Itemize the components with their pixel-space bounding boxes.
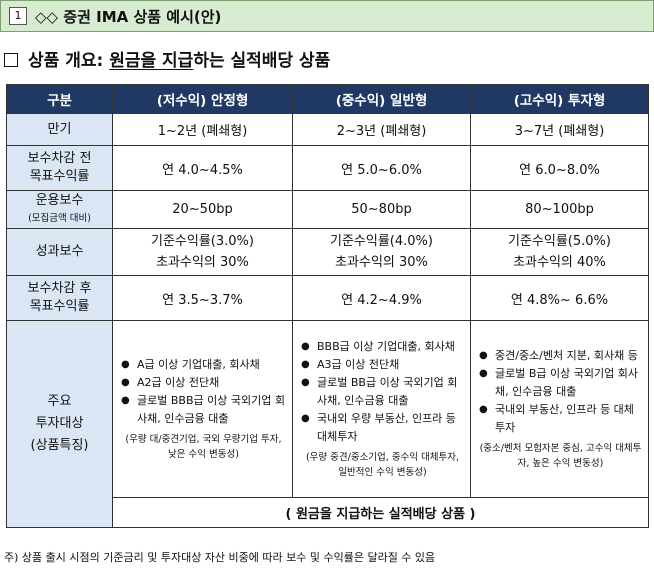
cell-line: 기준수익률(4.0%) (330, 234, 433, 249)
table-cell: 연 4.0~4.5% (112, 145, 293, 191)
table-cell: 연 3.5~3.7% (112, 275, 293, 321)
list-item: A급 이상 기업대출, 회사채 (121, 356, 286, 374)
row-label-investment-targets: 주요 투자대상 (상품특징) (6, 320, 113, 528)
table-row: 주요 투자대상 (상품특징) A급 이상 기업대출, 회사채 A2급 이상 전단… (6, 320, 649, 528)
table-row: 보수차감 전 목표수익률 연 4.0~4.5% 연 5.0~6.0% 연 6.0… (6, 145, 649, 191)
summary-row: ( 원금을 지급하는 실적배당 상품 ) (7, 497, 649, 528)
title-bar: 1 ◇◇ 증권 IMA 상품 예시(안) (0, 0, 654, 32)
header-category: 구분 (6, 84, 113, 114)
header-stable: (저수익) 안정형 (112, 84, 293, 114)
row-label-line: 투자대상 (35, 416, 84, 431)
investment-list-stable: A급 이상 기업대출, 회사채 A2급 이상 전단채 글로벌 BBB급 이상 국… (112, 320, 293, 498)
section-number: 1 (9, 7, 27, 25)
list-item: A2급 이상 전단채 (121, 374, 286, 392)
row-label-line: 보수차감 전 (27, 151, 92, 166)
list-item: 국내외 우량 부동산, 인프라 등 대체투자 (301, 410, 464, 446)
list-item: 글로벌 BB급 이상 국외기업 회사채, 인수금융 대출 (301, 374, 464, 410)
list-item: 글로벌 BBB급 이상 국외기업 회사채, 인수금융 대출 (121, 392, 286, 428)
investment-note: (우량 중견/중소기업, 중수익 대체투자, 일반적인 수익 변동성) (305, 452, 460, 478)
table-cell: 연 4.8%~ 6.6% (470, 275, 649, 321)
table-row: 운용보수 (모집금액 대비) 20~50bp 50~80bp 80~100bp (6, 190, 649, 229)
summary-bold: 실적배당 (388, 507, 437, 522)
header-general: (중수익) 일반형 (292, 84, 471, 114)
row-label-line: 보수차감 후 (27, 281, 92, 296)
row-label-line: 운용보수 (35, 192, 84, 208)
header-investment: (고수익) 투자형 (470, 84, 649, 114)
cell-line: 초과수익의 30% (156, 255, 249, 270)
summary-cell: ( 원금을 지급하는 실적배당 상품 ) (112, 497, 649, 528)
product-table: 구분 (저수익) 안정형 (중수익) 일반형 (고수익) 투자형 만기 1~2년… (6, 84, 649, 528)
cell-line: 기준수익률(3.0%) (151, 234, 254, 249)
table-cell: 1~2년 (폐쇄형) (112, 113, 293, 146)
table-row: 보수차감 후 목표수익률 연 3.5~3.7% 연 4.2~4.9% 연 4.8… (6, 275, 649, 321)
list-item: 중견/중소/벤처 지분, 회사채 등 (479, 347, 642, 365)
heading-emphasis: 원금을 지급 (109, 51, 194, 71)
table-cell: 기준수익률(4.0%) 초과수익의 30% (292, 228, 471, 276)
footnote: 주) 상품 출시 시점의 기준금리 및 투자대상 자산 비중에 따라 보수 및 … (4, 551, 436, 564)
table-row: 성과보수 기준수익률(3.0%) 초과수익의 30% 기준수익률(4.0%) 초… (6, 228, 649, 276)
row-label-target-post: 보수차감 후 목표수익률 (6, 275, 113, 321)
list-item: 글로벌 B급 이상 국외기업 회사채, 인수금융 대출 (479, 365, 642, 401)
row-label-maturity: 만기 (6, 113, 113, 146)
heading-suffix: 하는 실적배당 상품 (193, 51, 331, 71)
row-label-fee: 운용보수 (모집금액 대비) (6, 190, 113, 229)
investment-note: (우량 대/중견기업, 국외 우량기업 투자, 낮은 수익 변동성) (125, 434, 282, 460)
table-cell: 50~80bp (292, 190, 471, 229)
row-label-line: 주요 (47, 394, 72, 409)
table-cell: 연 6.0~8.0% (470, 145, 649, 191)
table-cell: 연 4.2~4.9% (292, 275, 471, 321)
list-item: A3급 이상 전단채 (301, 356, 464, 374)
table-row: 만기 1~2년 (폐쇄형) 2~3년 (폐쇄형) 3~7년 (폐쇄형) (6, 113, 649, 146)
investment-list-general: BBB급 이상 기업대출, 회사채 A3급 이상 전단채 글로벌 BB급 이상 … (292, 320, 471, 498)
heading-prefix: 상품 개요: (28, 51, 110, 71)
list-item: BBB급 이상 기업대출, 회사채 (301, 338, 464, 356)
document-title: ◇◇ 증권 IMA 상품 예시(안) (35, 7, 222, 26)
table-cell: 3~7년 (폐쇄형) (470, 113, 649, 146)
cell-line: 초과수익의 30% (335, 255, 428, 270)
table-cell: 2~3년 (폐쇄형) (292, 113, 471, 146)
investment-list-investment: 중견/중소/벤처 지분, 회사채 등 글로벌 B급 이상 국외기업 회사채, 인… (470, 320, 649, 498)
table-cell: 기준수익률(3.0%) 초과수익의 30% (112, 228, 293, 276)
row-label-note: (모집금액 대비) (28, 212, 91, 224)
summary-open: ( (285, 507, 296, 522)
cell-line: 초과수익의 40% (513, 255, 606, 270)
list-item: 국내외 부동산, 인프라 등 대체투자 (479, 401, 642, 437)
summary-plain: 원금을 지급하는 (295, 507, 389, 522)
table-cell: 연 5.0~6.0% (292, 145, 471, 191)
table-cell: 80~100bp (470, 190, 649, 229)
table-cell: 기준수익률(5.0%) 초과수익의 40% (470, 228, 649, 276)
table-cell: 20~50bp (112, 190, 293, 229)
cell-line: 기준수익률(5.0%) (508, 234, 611, 249)
checkbox-square-icon (4, 53, 18, 67)
row-label-target-pre: 보수차감 전 목표수익률 (6, 145, 113, 191)
table-header-row: 구분 (저수익) 안정형 (중수익) 일반형 (고수익) 투자형 (6, 84, 649, 114)
row-label-line: 목표수익률 (29, 169, 90, 184)
investment-note: (중소/벤처 모험자본 중심, 고수익 대체투자, 높은 수익 변동성) (479, 443, 642, 469)
row-label-line: 목표수익률 (29, 299, 90, 314)
row-label-performance-fee: 성과보수 (6, 228, 113, 276)
summary-tail: 상품 ) (436, 507, 476, 522)
row-label-line: (상품특징) (30, 438, 89, 453)
section-heading: 상품 개요: 원금을 지급하는 실적배당 상품 (4, 46, 330, 71)
